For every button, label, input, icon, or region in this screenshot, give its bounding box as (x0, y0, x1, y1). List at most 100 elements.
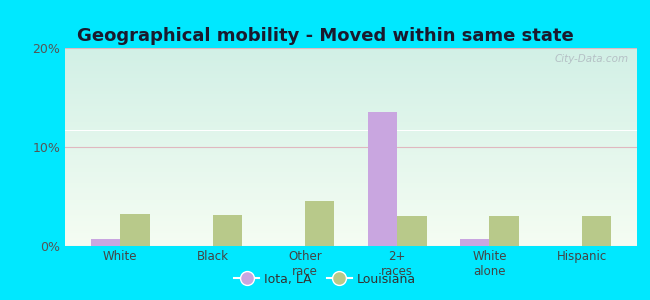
Bar (65, 99, 637, 101)
Bar (368, 112, 397, 246)
Bar (65, 224, 637, 226)
Bar (65, 170, 637, 172)
Bar (65, 203, 637, 205)
Bar (65, 154, 637, 155)
Bar (65, 78, 637, 79)
Bar (65, 208, 637, 210)
Bar (65, 241, 637, 243)
Bar (65, 121, 637, 122)
Bar (65, 117, 637, 119)
Bar (65, 177, 637, 178)
Bar (213, 215, 242, 246)
Bar (65, 50, 637, 51)
Bar (65, 230, 637, 231)
Bar (65, 211, 637, 213)
Bar (65, 180, 637, 182)
Bar (65, 64, 637, 66)
Bar (65, 89, 637, 91)
Bar (65, 137, 637, 139)
Bar (65, 145, 637, 147)
Bar (65, 98, 637, 99)
Bar (65, 157, 637, 158)
Bar (65, 152, 637, 154)
Bar (65, 55, 637, 56)
Bar (65, 215, 637, 216)
Bar (65, 185, 637, 187)
Bar (65, 132, 637, 134)
Bar (65, 168, 637, 170)
Bar (65, 92, 637, 94)
Bar (65, 111, 637, 112)
Bar (65, 213, 637, 215)
Bar (65, 63, 637, 64)
Bar (65, 116, 637, 117)
Bar (65, 76, 637, 78)
Bar (65, 231, 637, 233)
Bar (65, 124, 637, 125)
Bar (65, 129, 637, 130)
Bar (65, 53, 637, 55)
Bar (65, 144, 637, 145)
Bar (65, 162, 637, 164)
Bar (65, 106, 637, 107)
Bar (65, 48, 637, 50)
Bar (65, 183, 637, 185)
Bar (65, 73, 637, 74)
Bar (65, 94, 637, 96)
Bar (65, 147, 637, 148)
Bar (65, 82, 637, 84)
Bar (65, 114, 637, 116)
Bar (65, 69, 637, 71)
Bar (65, 175, 637, 177)
Bar (65, 195, 637, 196)
Bar (91, 239, 120, 246)
Bar (65, 88, 637, 89)
Bar (65, 191, 637, 193)
Bar (65, 74, 637, 76)
Bar (65, 58, 637, 59)
Bar (65, 134, 637, 135)
Bar (65, 56, 637, 58)
Bar (65, 71, 637, 73)
Bar (65, 158, 637, 160)
Bar (65, 51, 637, 53)
Bar (489, 216, 519, 246)
Bar (65, 125, 637, 127)
Bar (65, 198, 637, 200)
Bar (65, 122, 637, 124)
Bar (65, 233, 637, 235)
Bar (65, 148, 637, 150)
Bar (65, 104, 637, 106)
Bar (65, 182, 637, 183)
Bar (65, 119, 637, 121)
Text: Geographical mobility - Moved within same state: Geographical mobility - Moved within sam… (77, 27, 573, 45)
Bar (65, 66, 637, 68)
Bar (65, 200, 637, 202)
Bar (65, 178, 637, 180)
Bar (65, 210, 637, 211)
Bar (120, 214, 150, 246)
Bar (65, 155, 637, 157)
Bar (65, 226, 637, 228)
Text: City-Data.com: City-Data.com (554, 54, 629, 64)
Bar (65, 59, 637, 61)
Bar (65, 130, 637, 132)
Bar (65, 206, 637, 208)
Bar (65, 205, 637, 206)
Bar (65, 102, 637, 104)
Bar (397, 216, 426, 246)
Bar (65, 140, 637, 142)
Bar (65, 196, 637, 198)
Bar (65, 228, 637, 230)
Bar (65, 165, 637, 167)
Bar (65, 79, 637, 81)
Bar (65, 187, 637, 188)
Bar (65, 172, 637, 173)
Bar (65, 238, 637, 239)
Bar (65, 68, 637, 69)
Bar (65, 160, 637, 162)
Bar (65, 236, 637, 238)
Bar (65, 202, 637, 203)
Bar (65, 239, 637, 241)
Bar (65, 221, 637, 223)
